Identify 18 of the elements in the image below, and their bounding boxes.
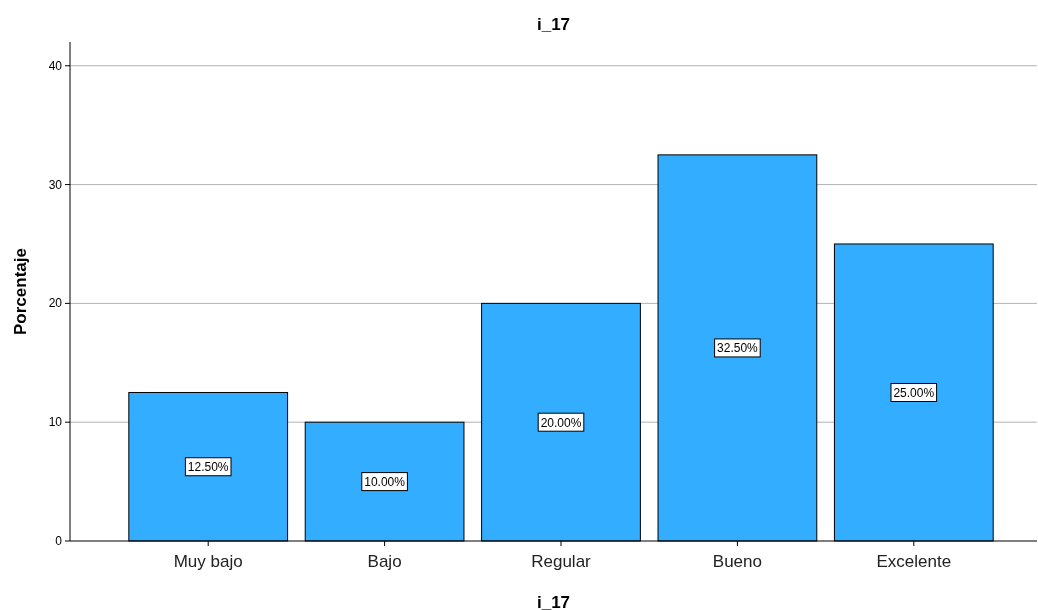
x-tick-label: Bueno [712,552,762,571]
x-tick-label: Excelente [876,552,952,571]
x-tick-label: Bajo [367,552,402,571]
data-label: 32.50% [717,341,759,356]
x-tick-label: Muy bajo [173,552,243,571]
chart-title: i_17 [536,15,571,34]
y-tick-label: 30 [48,177,63,192]
y-axis-title: Porcentaje [11,248,30,335]
y-tick-label: 0 [55,534,63,548]
y-tick-label: 20 [48,296,63,311]
data-label: 20.00% [540,415,582,430]
y-tick-label: 10 [48,415,63,430]
x-axis-title: i_17 [536,593,571,610]
data-label: 10.00% [364,475,406,490]
data-label: 25.00% [893,385,935,400]
y-tick-label: 40 [48,58,63,73]
data-label: 12.50% [187,460,229,475]
x-tick-label: Regular [531,552,592,571]
